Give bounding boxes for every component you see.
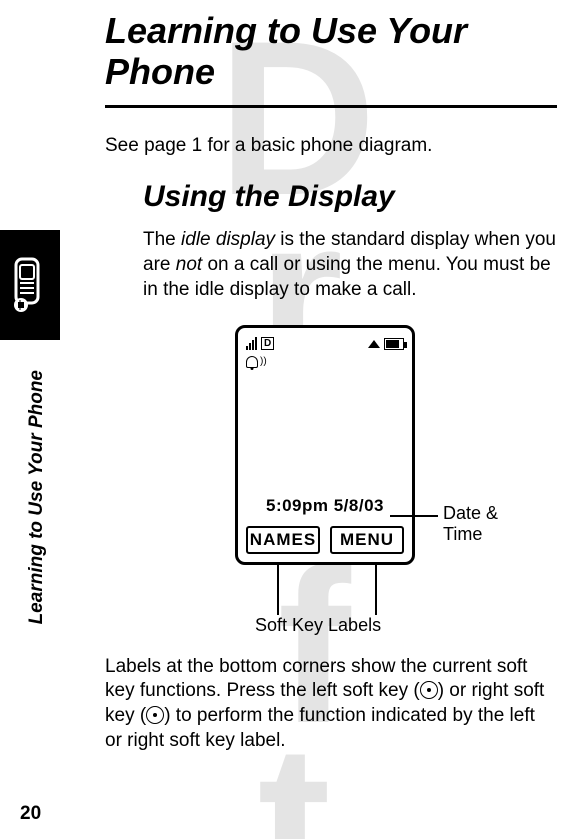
- callout-datetime: Date & Time: [443, 503, 498, 546]
- bottom-paragraph: Labels at the bottom corners show the cu…: [105, 655, 557, 754]
- section-text-em1: idle display: [181, 229, 275, 250]
- intro-paragraph: See page 1 for a basic phone diagram.: [105, 134, 557, 159]
- alarm-indicator: )): [246, 356, 267, 368]
- callout-datetime-line1: Date &: [443, 503, 498, 523]
- spine-label: Learning to Use Your Phone: [26, 370, 48, 624]
- left-softkey-icon: [420, 681, 438, 699]
- signal-icon: [246, 337, 257, 350]
- callout-line-datetime: [390, 515, 438, 517]
- callout-datetime-line2: Time: [443, 524, 482, 544]
- callout-softkeys: Soft Key Labels: [255, 615, 381, 636]
- status-right: [368, 338, 404, 350]
- status-bar: D: [246, 334, 404, 354]
- section-text-em2: not: [176, 254, 202, 275]
- section-text-pre: The: [143, 229, 181, 250]
- page-number: 20: [20, 803, 41, 825]
- section-text-post: on a call or using the menu. You must be…: [143, 254, 551, 300]
- softkey-right: MENU: [330, 526, 404, 554]
- up-triangle-icon: [368, 340, 380, 348]
- title-rule: [105, 105, 557, 108]
- page-title: Learning to Use Your Phone: [105, 10, 557, 93]
- side-tab: [0, 230, 60, 340]
- ringer-waves-icon: )): [260, 356, 267, 367]
- d-indicator: D: [261, 337, 274, 350]
- battery-icon: [384, 338, 404, 350]
- bottom-text-3: ) to perform the function indicated by t…: [105, 705, 535, 751]
- display-diagram: D )) 5:09pm 5/8/03 NAMES MENU: [105, 325, 557, 645]
- date-time-display: 5:09pm 5/8/03: [238, 496, 412, 516]
- status-left: D: [246, 337, 274, 350]
- phone-handset-icon: [6, 255, 54, 315]
- section-paragraph: The idle display is the standard display…: [143, 228, 557, 302]
- callout-line-softkey-left: [277, 563, 279, 615]
- bell-icon: [246, 356, 258, 368]
- softkey-left: NAMES: [246, 526, 320, 554]
- right-softkey-icon: [146, 706, 164, 724]
- softkey-row: NAMES MENU: [246, 526, 404, 554]
- content-column: Learning to Use Your Phone See page 1 fo…: [105, 0, 557, 753]
- callout-line-softkey-right: [375, 563, 377, 615]
- page-root: D r a f t Learning to Use Your Phone Lea…: [0, 0, 582, 839]
- phone-display: D )) 5:09pm 5/8/03 NAMES MENU: [235, 325, 415, 565]
- section-heading: Using the Display: [143, 180, 557, 214]
